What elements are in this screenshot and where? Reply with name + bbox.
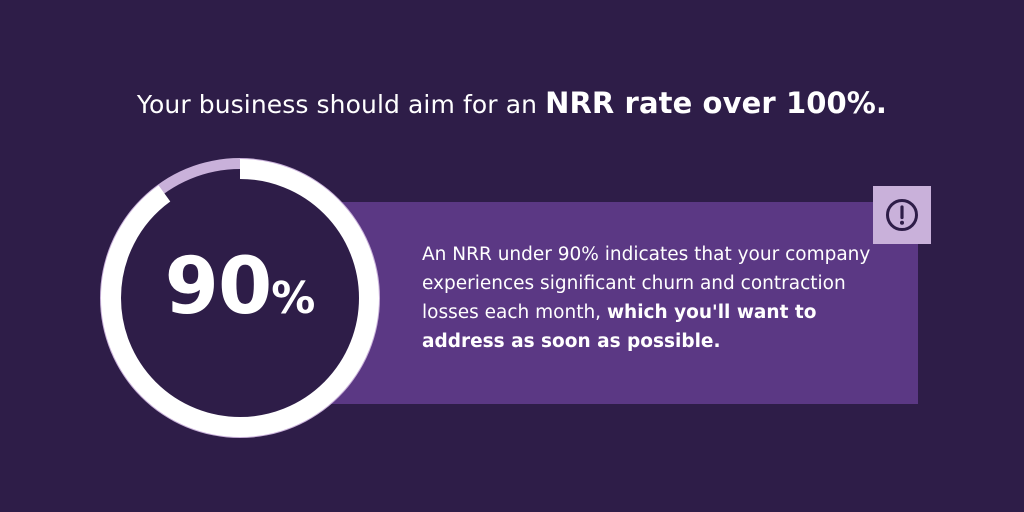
exclamation-circle-icon — [886, 199, 918, 231]
alert-badge — [873, 186, 931, 244]
callout-panel: An NRR under 90% indicates that your com… — [300, 202, 918, 404]
headline-emphasis: NRR rate over 100%. — [545, 86, 888, 120]
headline: Your business should aim for an NRR rate… — [0, 86, 1024, 120]
gauge-value-unit: % — [271, 273, 316, 324]
callout-text: An NRR under 90% indicates that your com… — [422, 240, 892, 356]
gauge-center — [111, 169, 369, 427]
headline-lead: Your business should aim for an — [136, 90, 546, 119]
gauge-value: 90% — [100, 248, 380, 326]
gauge-progress-ring — [101, 159, 379, 437]
gauge-value-number: 90 — [164, 242, 273, 332]
callout-text-bold: which you'll want to address as soon as … — [422, 302, 817, 352]
callout-text-regular: An NRR under 90% indicates that your com… — [422, 244, 871, 323]
nrr-gauge — [100, 158, 380, 438]
